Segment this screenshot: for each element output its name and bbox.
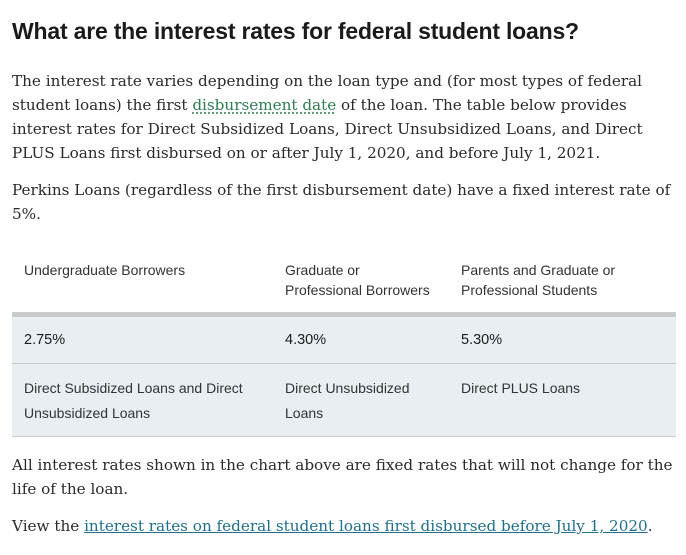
intro-text-after: of the loan. The table below provides in…	[12, 96, 643, 162]
glossary-term-disbursement-date[interactable]: disbursement date	[192, 96, 337, 114]
header-graduate: Graduate or Professional Borrowers	[273, 246, 449, 317]
page-heading: What are the interest rates for federal …	[12, 18, 579, 44]
previous-rates-link[interactable]: interest rates on federal student loans …	[84, 517, 648, 535]
header-parents: Parents and Graduate or Professional Stu…	[449, 246, 676, 317]
loan-type-graduate: Direct Unsubsidized Loans	[273, 363, 449, 437]
loan-type-parents: Direct PLUS Loans	[449, 363, 676, 437]
rate-undergraduate: 2.75%	[12, 314, 273, 364]
intro-paragraph: The interest rate varies depending on th…	[12, 69, 674, 165]
view-prefix: View the	[12, 517, 85, 535]
table-row-rates: 2.75% 4.30% 5.30%	[12, 314, 676, 364]
content: What are the interest rates for federal …	[12, 18, 676, 538]
intro-text-before: The interest rate varies depending on th…	[12, 72, 643, 114]
table-row-loan-types: Direct Subsidized Loans and Direct Unsub…	[12, 363, 676, 437]
table-header-row: Undergraduate Borrowers Graduate or Prof…	[12, 246, 676, 317]
fixed-rate-note: All interest rates shown in the chart ab…	[12, 456, 673, 498]
view-previous-rates: View the interest rates on federal stude…	[12, 514, 674, 538]
rate-graduate: 4.30%	[273, 314, 449, 364]
interest-rate-table: Undergraduate Borrowers Graduate or Prof…	[12, 246, 676, 437]
loan-type-undergraduate: Direct Subsidized Loans and Direct Unsub…	[12, 363, 273, 437]
view-suffix: .	[647, 517, 653, 535]
rate-parents: 5.30%	[449, 314, 676, 364]
perkins-paragraph: Perkins Loans (regardless of the first d…	[12, 181, 671, 223]
header-undergraduate: Undergraduate Borrowers	[12, 246, 273, 317]
